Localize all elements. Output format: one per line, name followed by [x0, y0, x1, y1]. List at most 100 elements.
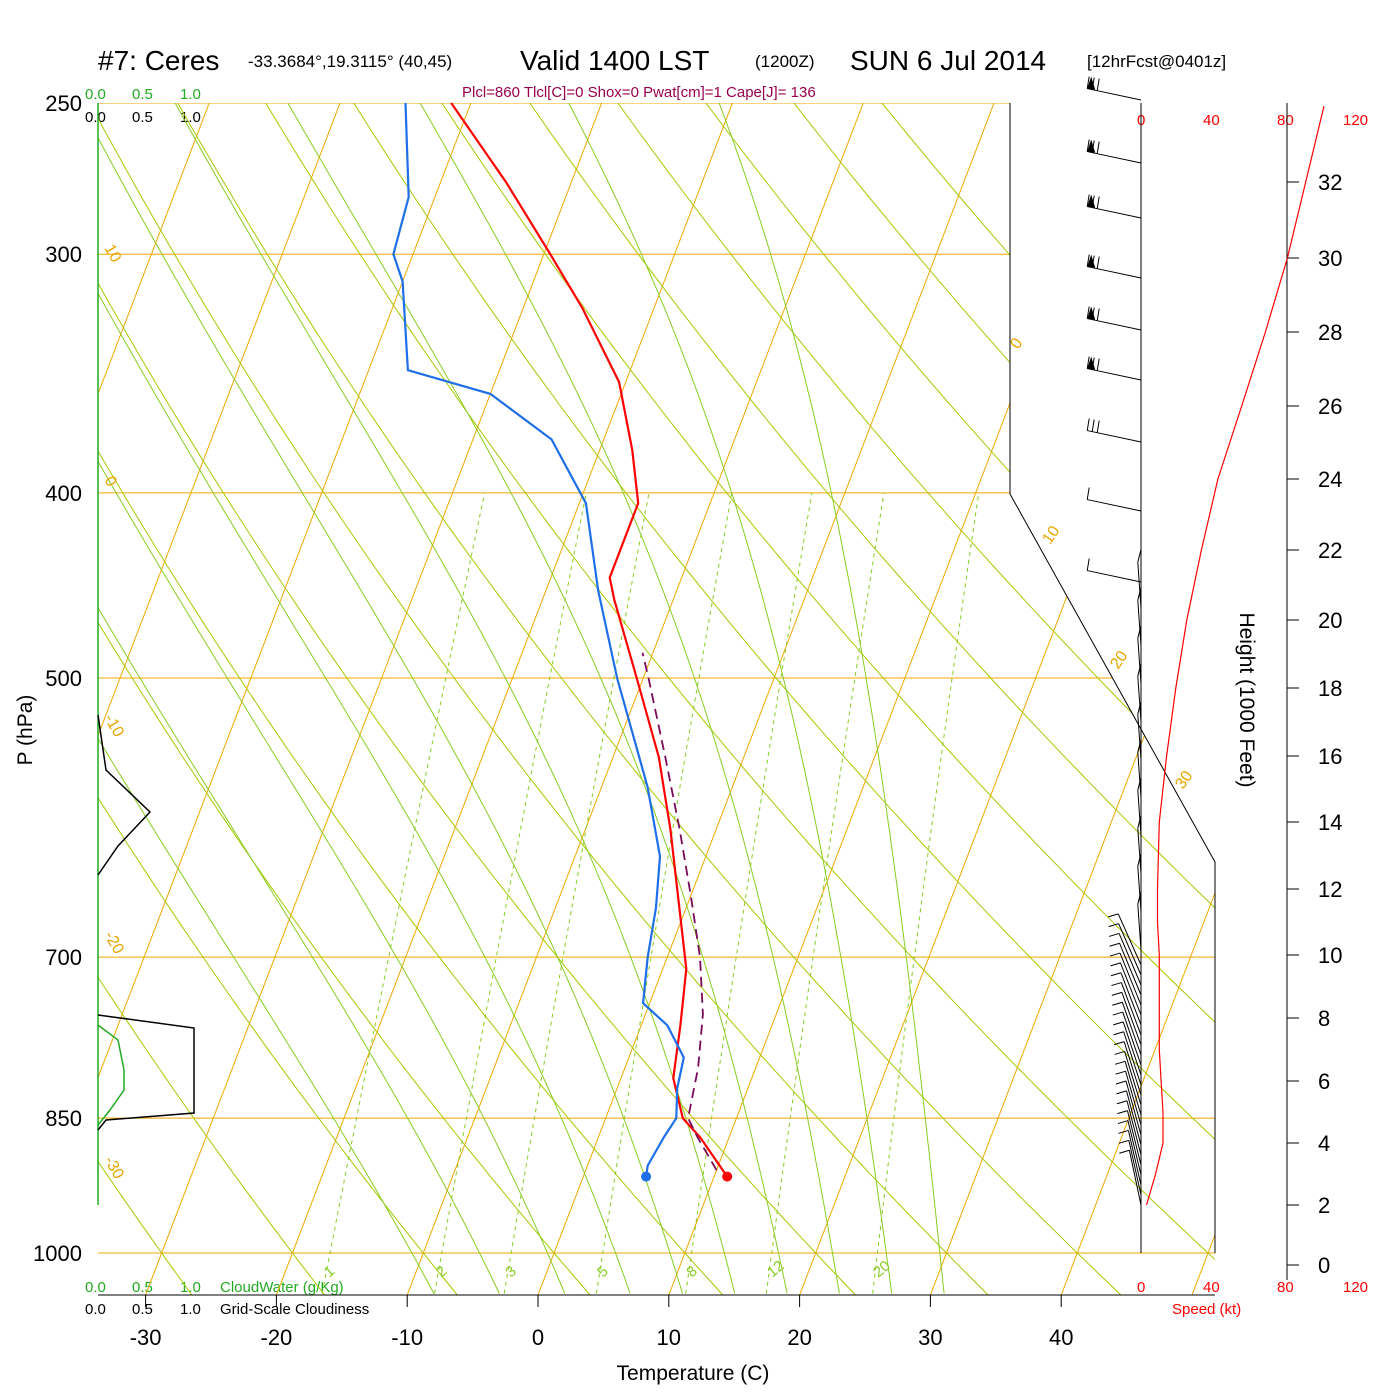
wind-barb-staff: [1087, 570, 1142, 583]
x-axis-title: Temperature (C): [617, 1362, 770, 1385]
isotherm-line: [537, 103, 995, 1295]
wind-barb-staff: [1119, 943, 1142, 996]
mixing-ratio-line: [595, 492, 733, 1294]
mixing-ratio-line: [765, 492, 885, 1294]
wind-barb: [1086, 254, 1142, 279]
isotherm-label: 10: [1039, 523, 1063, 547]
wind-barb-staff: [1087, 266, 1142, 279]
background-grid: [98, 103, 1215, 1295]
wind-barb: [1111, 982, 1142, 1036]
cloudwater-tick: 1.0: [180, 1279, 201, 1296]
cloud-profiles: [97, 714, 195, 1131]
isotherm-line: [275, 103, 733, 1295]
wind-barb-staff: [1118, 933, 1142, 986]
temperature-line: [450, 102, 729, 1178]
dewpoint-surface-marker: [641, 1171, 652, 1182]
x-tick-label: 0: [532, 1325, 544, 1350]
wind-barb-staff: [1120, 982, 1142, 1036]
isotherm-line: [1191, 103, 1215, 1295]
pressure-tick-label: 850: [45, 1106, 82, 1131]
isotherm-label: -20: [101, 929, 127, 958]
moist-adiabat-line: [287, 103, 788, 1294]
wind-barb-feather: [1109, 942, 1120, 947]
wind-barb: [1086, 76, 1142, 101]
wind-barb-staff: [1127, 1130, 1142, 1186]
moist-adiabat-line: [568, 103, 893, 1294]
moist-adiabat-line: [419, 103, 840, 1294]
wind-barb-staff: [1120, 962, 1142, 1016]
wind-barb-feather: [1086, 254, 1090, 267]
cloudiness-label: Grid-Scale Cloudiness: [220, 1301, 369, 1318]
height-axis-title: Height (1000 Feet): [1235, 612, 1258, 787]
speed-axis-bottom: 0 40 80 120 Speed (kt): [1137, 1279, 1368, 1318]
wind-barb: [1119, 1149, 1142, 1206]
isotherm-line: [668, 103, 1126, 1295]
dry-adiabat-line: [419, 103, 1215, 1295]
station-name: #7: Ceres: [98, 45, 219, 76]
isotherm-label: -10: [101, 712, 127, 741]
station-coords: -33.3684°,19.3115° (40,45): [248, 52, 452, 71]
wind-barb-staff: [1127, 1120, 1142, 1176]
dry-adiabat-line: [158, 103, 1128, 1295]
wind-barb: [1086, 306, 1142, 331]
wind-barb: [1086, 418, 1142, 443]
wind-barb-feather: [1110, 972, 1122, 977]
moist-adiabat-line: [98, 166, 435, 1294]
wind-barb-staff: [1122, 1011, 1142, 1066]
wind-barb-feather: [1118, 1129, 1129, 1134]
wind-barb: [1111, 991, 1142, 1046]
isotherm-line: [406, 103, 864, 1295]
pressure-tick-label: 500: [45, 666, 82, 691]
wind-barb: [1137, 549, 1142, 609]
dry-adiabat-line: [98, 103, 463, 1295]
wind-barb: [1110, 972, 1142, 1026]
mixing-ratio-label: 20: [870, 1257, 894, 1281]
speed-axis-top: 0 40 80 120: [1137, 112, 1368, 129]
wind-barb-feather: [1137, 701, 1142, 715]
cloud-scale-top: 0.0 0.5 1.0 0.0 0.5 1.0: [85, 86, 201, 126]
height-tick-label: 30: [1318, 246, 1342, 271]
height-tick-label: 6: [1318, 1069, 1330, 1094]
wind-barb-feather: [1086, 487, 1090, 500]
wind-barb-feather: [1086, 139, 1090, 152]
zulu-time: (1200Z): [755, 52, 815, 71]
wind-barb: [1113, 1021, 1142, 1076]
height-tick-label: 20: [1318, 608, 1342, 633]
wind-barb-staff: [1126, 1110, 1142, 1166]
wind-barb-pennant: [1087, 254, 1096, 268]
height-tick-label: 10: [1318, 943, 1342, 968]
wind-barb-staff: [1137, 676, 1142, 723]
height-tick-label: 0: [1318, 1253, 1330, 1278]
isotherm-label: 10: [101, 242, 125, 266]
speed-tick: 40: [1203, 1279, 1220, 1296]
wind-barb-feather: [1112, 1001, 1123, 1006]
height-tick-label: 2: [1318, 1193, 1330, 1218]
wind-barb: [1114, 1060, 1142, 1116]
wind-barb-pennant: [1087, 306, 1096, 320]
wind-barb: [1086, 194, 1142, 219]
wind-barb-staff: [1137, 714, 1142, 761]
wind-barb-staff: [1137, 562, 1142, 609]
isotherm-line: [98, 103, 210, 1295]
height-tick-label: 22: [1318, 538, 1342, 563]
cloudiness-tick: 0.0: [85, 109, 106, 126]
isotherm-label: 30: [1172, 768, 1196, 792]
valid-time: Valid 1400 LST: [520, 45, 709, 76]
pressure-tick-label: 300: [45, 242, 82, 267]
x-tick-label: -30: [130, 1325, 162, 1350]
wind-barb: [1113, 1031, 1142, 1086]
wind-barb: [1137, 777, 1142, 837]
dry-adiabat-line: [593, 103, 1215, 1295]
wind-barb: [1116, 1100, 1142, 1156]
cloudiness-tick: 0.5: [132, 109, 153, 126]
wind-barb-feather: [1119, 1149, 1130, 1154]
wind-barb-staff: [1137, 752, 1142, 799]
wind-barb-staff: [1137, 638, 1142, 685]
wind-barb-staff: [1125, 1071, 1142, 1126]
wind-barb-feather: [1117, 1120, 1129, 1125]
wind-barb-pennant: [1087, 194, 1096, 208]
cloudiness-tick: 1.0: [180, 1301, 201, 1318]
wind-barb: [1115, 1080, 1142, 1136]
dry-adiabat-line: [680, 103, 1215, 1295]
wind-barb-staff: [1121, 992, 1142, 1046]
